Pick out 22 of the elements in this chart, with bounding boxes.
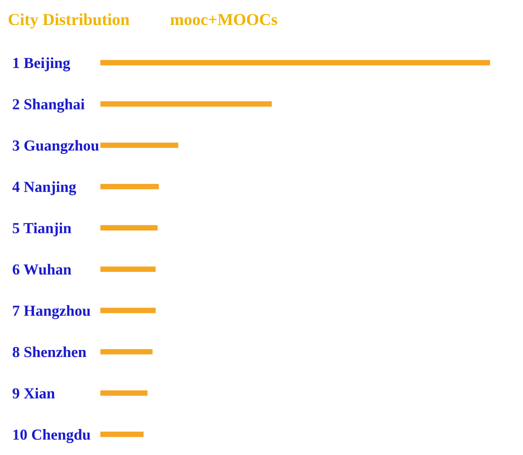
bar [100, 225, 158, 231]
y-tick-label: 8 Shenzhen [12, 346, 86, 358]
bar [100, 432, 144, 438]
y-tick-label: 3 Guangzhou [12, 140, 99, 154]
bar [100, 142, 178, 148]
y-tick-label: 10 Chengdu [13, 429, 90, 444]
y-tick-label: 9 Xian [12, 388, 55, 398]
chart-subtitle: mooc+MOOCs [170, 14, 278, 26]
bar [100, 101, 272, 107]
bar [100, 390, 148, 396]
bar [100, 349, 153, 354]
bar [100, 60, 490, 66]
bar [100, 308, 156, 314]
y-tick-label: 5 Tianjin [12, 222, 72, 236]
y-tick-label: 1 Beijing [13, 57, 70, 72]
bar [100, 184, 159, 190]
y-tick-label: 2 Shanghai [12, 98, 85, 113]
y-tick-label: 7 Hangzhou [13, 305, 90, 320]
y-tick-label: 6 Wuhan [12, 264, 72, 275]
y-tick-label: 4 Nanjing [12, 181, 76, 196]
bar [100, 266, 156, 272]
chart-title: City Distribution [8, 13, 130, 29]
